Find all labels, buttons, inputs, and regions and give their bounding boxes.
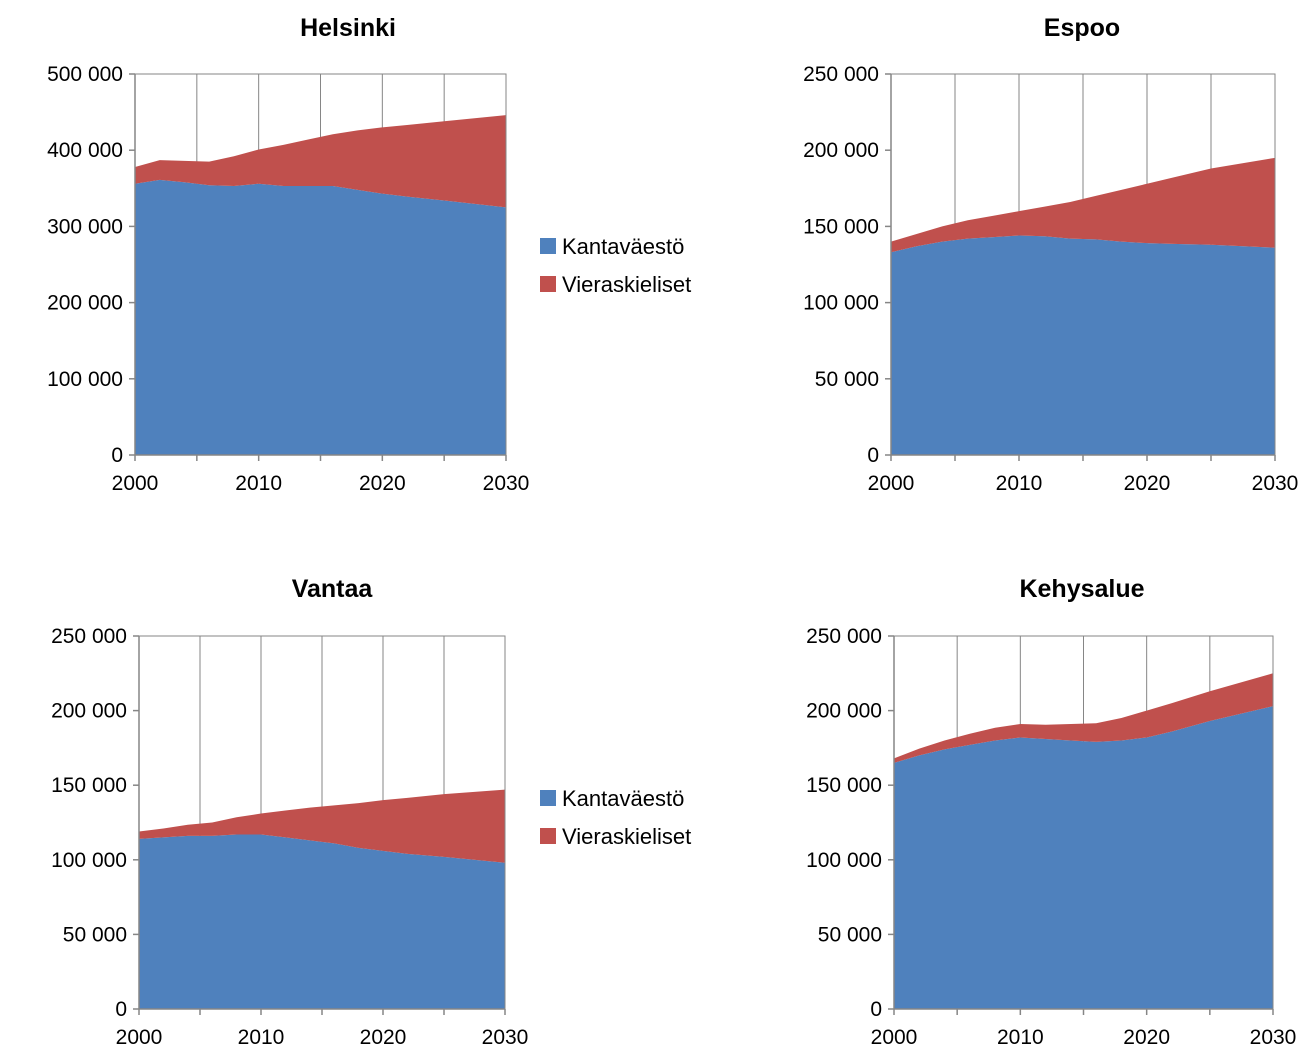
y-tick-label: 200 000 (47, 292, 123, 315)
area-vieraskieliset (135, 115, 506, 208)
area-vieraskieliset (139, 789, 505, 863)
y-tick-label: 250 000 (51, 625, 127, 648)
x-tick-label: 2030 (1252, 472, 1299, 495)
y-tick-label: 200 000 (803, 139, 879, 162)
y-tick-label: 0 (115, 998, 127, 1021)
x-tick-label: 2010 (238, 1026, 285, 1049)
y-tick-label: 50 000 (815, 368, 879, 391)
area-kantavaesto (139, 834, 505, 1009)
x-tick-label: 2030 (483, 472, 530, 495)
y-tick-label: 0 (111, 444, 123, 467)
legend-label-vieraskieliset: Vieraskieliset (562, 272, 691, 297)
chart-title: Vantaa (292, 575, 374, 603)
legend-swatch-kantavaesto (540, 790, 556, 806)
chart-kehysalue: 0 50 000 100 000 150 000 200 000 250 000 2000 2… (806, 575, 1296, 1049)
y-tick-label: 100 000 (47, 368, 123, 391)
y-tick-label: 50 000 (63, 923, 127, 946)
legend-swatch-vieraskieliset (540, 828, 556, 844)
x-tick-label: 2010 (996, 472, 1043, 495)
x-tick-label: 2020 (1123, 1026, 1170, 1049)
legend-label-vieraskieliset: Vieraskieliset (562, 824, 691, 849)
x-tick-label: 2020 (359, 472, 406, 495)
legend: Kantaväestö Vieraskieliset (540, 234, 691, 297)
area-kantavaesto (891, 235, 1275, 455)
x-tick-label: 2030 (1250, 1026, 1297, 1049)
x-tick-label: 2000 (868, 472, 915, 495)
legend-swatch-vieraskieliset (540, 276, 556, 292)
y-tick-label: 0 (867, 444, 879, 467)
legend: Kantaväestö Vieraskieliset (540, 786, 691, 849)
y-tick-label: 100 000 (803, 292, 879, 315)
area-kantavaesto (135, 179, 506, 456)
x-tick-label: 2020 (1124, 472, 1171, 495)
y-tick-label: 0 (870, 998, 882, 1021)
chart-title: Helsinki (300, 14, 396, 42)
legend-label-kantavaesto: Kantaväestö (562, 786, 684, 811)
y-tick-label: 50 000 (818, 923, 882, 946)
x-tick-label: 2020 (360, 1026, 407, 1049)
area-vieraskieliset (894, 673, 1273, 763)
legend-swatch-kantavaesto (540, 238, 556, 254)
area-vieraskieliset (891, 157, 1275, 253)
y-tick-label: 150 000 (803, 215, 879, 238)
chart-espoo: 0 50 000 100 000 150 000 200 000 250 000 2000 2… (803, 14, 1298, 495)
y-tick-label: 200 000 (51, 700, 127, 723)
chart-vantaa: 0 50 000 100 000 150 000 200 000 250 000 2000 2… (51, 575, 691, 1049)
x-tick-label: 2000 (871, 1026, 918, 1049)
x-tick-label: 2010 (997, 1026, 1044, 1049)
y-tick-label: 250 000 (806, 625, 882, 648)
y-tick-label: 500 000 (47, 63, 123, 86)
y-tick-label: 150 000 (51, 774, 127, 797)
x-tick-label: 2030 (482, 1026, 529, 1049)
area-kantavaesto (894, 706, 1273, 1009)
y-tick-label: 100 000 (806, 849, 882, 872)
chart-helsinki: 0 100 000 200 000 300 000 400 000 500 000 2000… (47, 14, 691, 495)
y-tick-label: 400 000 (47, 139, 123, 162)
chart-title: Espoo (1044, 14, 1120, 42)
y-tick-label: 100 000 (51, 849, 127, 872)
x-tick-label: 2000 (112, 472, 159, 495)
y-tick-label: 250 000 (803, 63, 879, 86)
chart-title: Kehysalue (1019, 575, 1144, 603)
x-tick-label: 2000 (116, 1026, 163, 1049)
y-tick-label: 200 000 (806, 700, 882, 723)
x-tick-label: 2010 (235, 472, 282, 495)
y-tick-label: 150 000 (806, 774, 882, 797)
legend-label-kantavaesto: Kantaväestö (562, 234, 684, 259)
y-tick-label: 300 000 (47, 215, 123, 238)
